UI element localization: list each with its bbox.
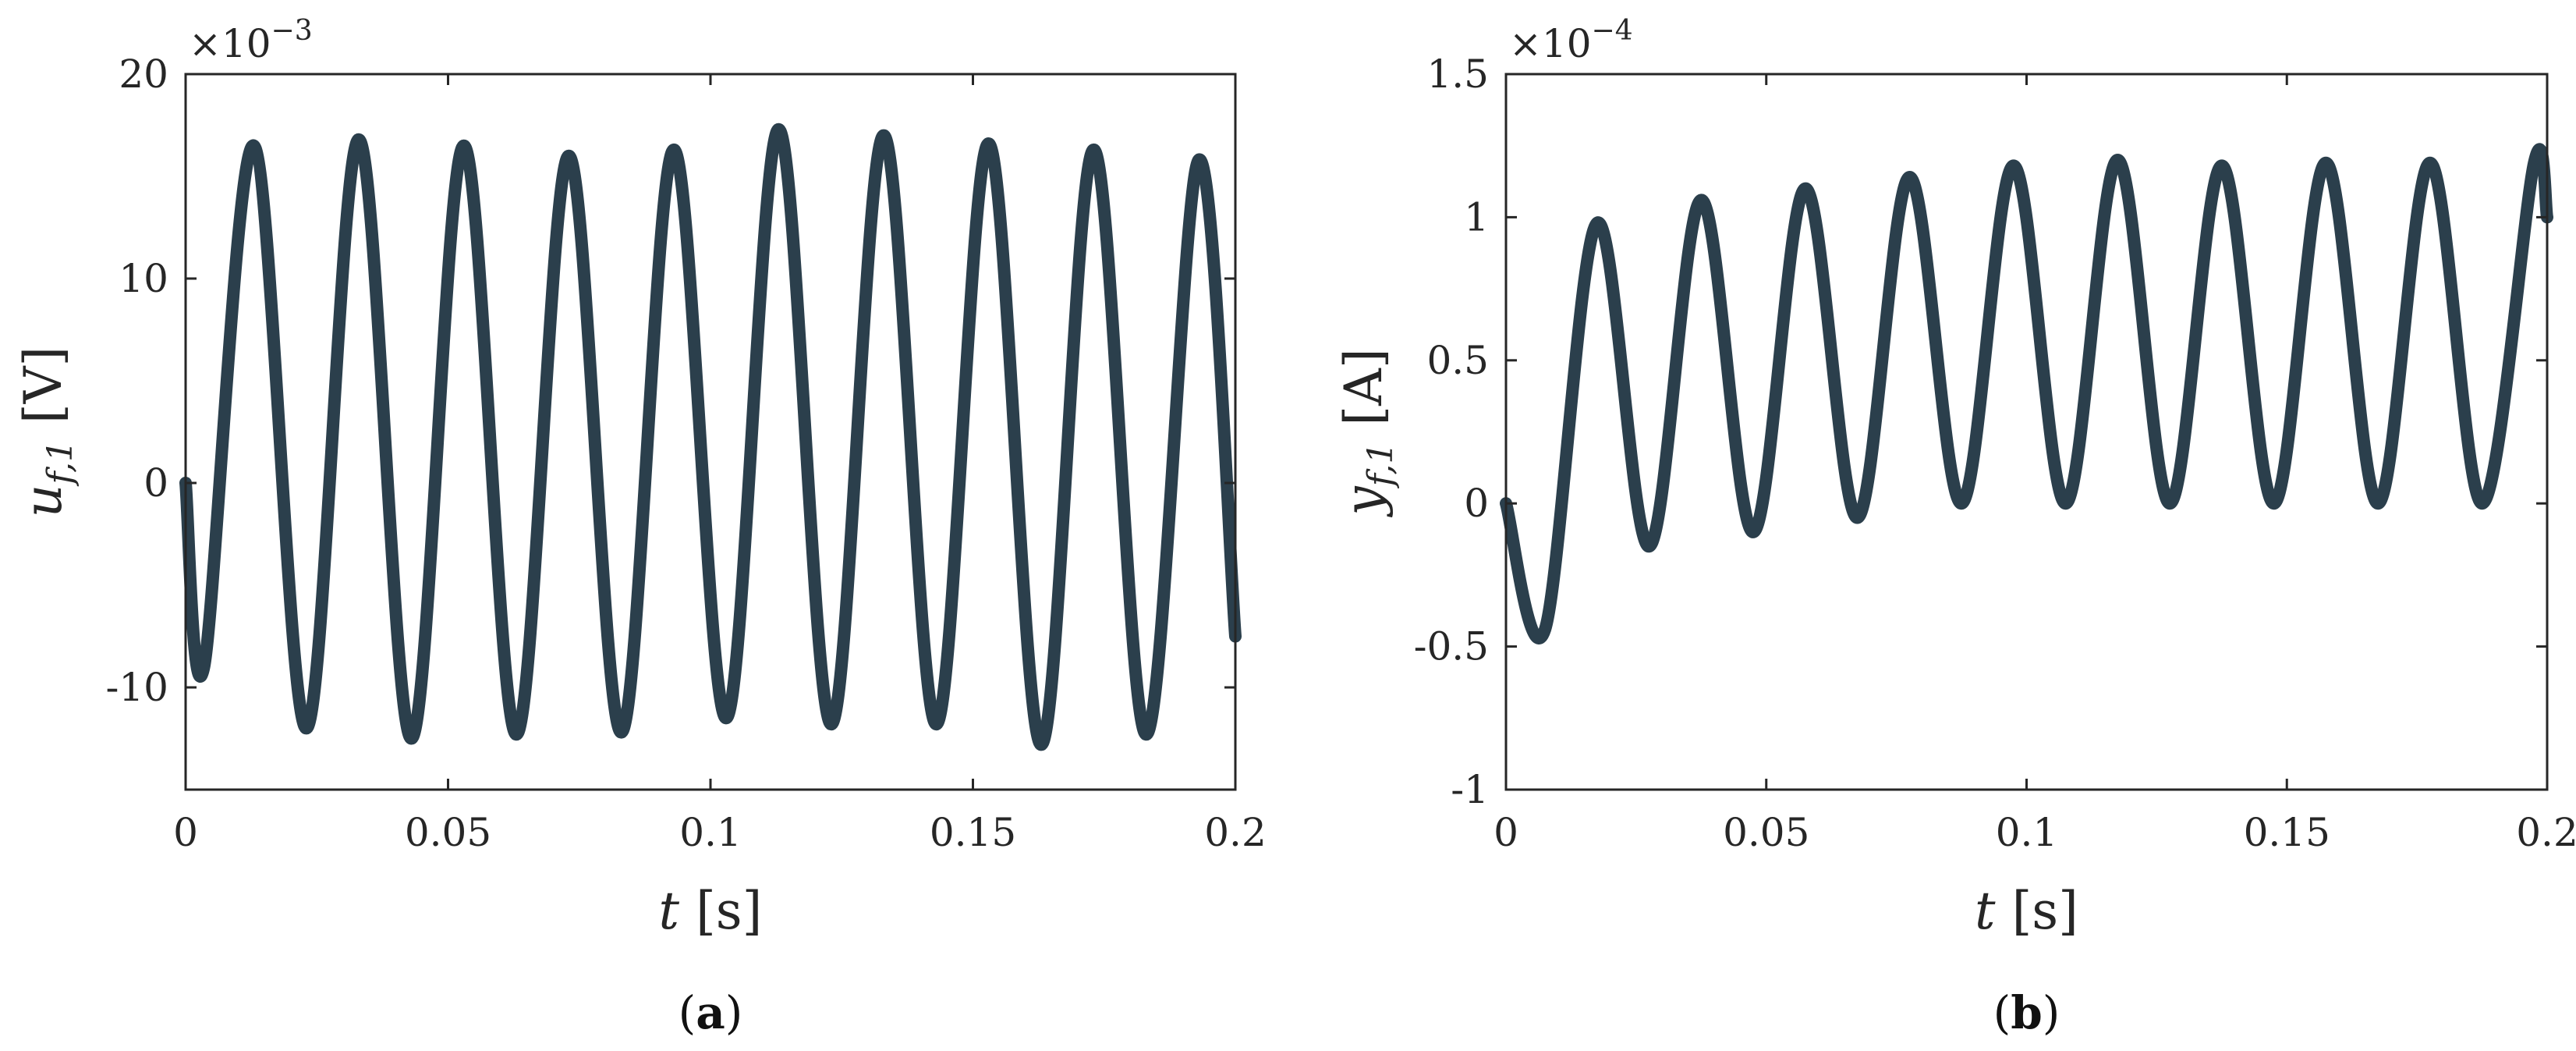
y-axis-title: yf,1 [A]: [1334, 348, 1401, 517]
chart-b: 0 0.05 0.1 0.15 0.2 -1 -0.5 0 0.5 1 1.5 ×10−4 t [s] y…: [1334, 15, 2576, 1039]
panel-caption: (a): [679, 986, 743, 1039]
y-tick-label: -1: [1451, 767, 1489, 812]
y-tick-label: -0.5: [1414, 624, 1489, 669]
y-tick-label: 20: [119, 51, 168, 97]
x-tick-label: 0.05: [1723, 810, 1809, 855]
x-tick-label: 0.15: [930, 810, 1016, 855]
x-tick-label: 0.05: [405, 810, 491, 855]
y-tick-label: 0.5: [1426, 338, 1489, 383]
series-line: [1500, 143, 2553, 644]
y-tick-label: 1.5: [1426, 51, 1489, 97]
x-tick-label: 0.15: [2244, 810, 2330, 855]
x-tick-label: 0.1: [1996, 810, 2058, 855]
y-multiplier: ×10−3: [189, 15, 313, 66]
x-tick-label: 0.1: [679, 810, 742, 855]
chart-a: 0 0.05 0.1 0.15 0.2 -10 0 10 20 ×10−3 t [s] uf,1 [V…: [13, 15, 1267, 1039]
panel-caption: (b): [1993, 986, 2060, 1039]
x-tick-label: 0.2: [1204, 810, 1267, 855]
x-axis-title: t [s]: [1975, 881, 2078, 941]
series-line: [179, 122, 1242, 751]
x-tick-label: 0.2: [2516, 810, 2576, 855]
x-axis-title: t [s]: [659, 881, 763, 941]
y-tick-label: 0: [144, 460, 168, 506]
x-tick-label: 0: [173, 810, 198, 855]
y-axis-title: uf,1 [V]: [13, 346, 80, 517]
plot-frame: [184, 73, 1237, 791]
y-tick-label: 0: [1464, 481, 1489, 526]
x-tick-label: 0: [1494, 810, 1518, 855]
y-tick-label: 1: [1464, 194, 1489, 240]
y-multiplier: ×10−4: [1509, 15, 1633, 66]
y-tick-label: -10: [105, 665, 168, 710]
y-tick-label: 10: [119, 256, 168, 301]
